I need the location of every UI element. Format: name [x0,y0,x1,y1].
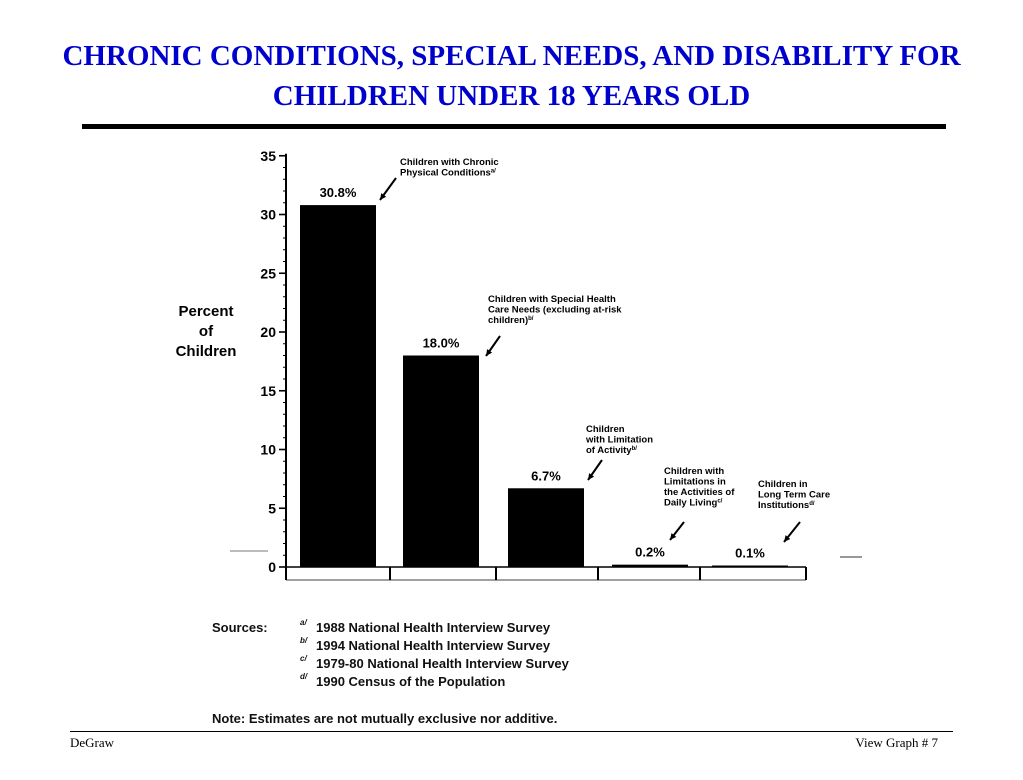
category-annotation: Children in Long Term Care Institutionsd/ [758,479,830,511]
y-tick-label: 10 [260,442,276,458]
annotation-arrowhead [486,349,493,356]
source-text: 1988 National Health Interview Survey [316,620,551,635]
data-label: 18.0% [423,336,460,351]
y-tick-label: 30 [260,207,276,223]
bar [612,564,688,567]
footer-rule [70,731,953,732]
source-mark: a/ [300,618,307,627]
title-rule [82,124,946,129]
y-tick-label: 15 [260,383,276,399]
annotation-arrowhead [380,193,387,200]
data-label: 0.1% [735,546,765,561]
y-tick-label: 25 [260,265,276,281]
category-annotation: Children with Chronic Physical Conditions… [400,157,499,179]
category-annotation: Children with Special Health Care Needs (… [488,294,622,326]
source-text: 1979-80 National Health Interview Survey [316,656,569,671]
y-tick-label: 0 [268,559,276,575]
y-tick-label: 35 [260,148,276,164]
annotation-arrowhead [784,535,791,542]
annotation-arrowhead [670,533,677,540]
footer-author: DeGraw [70,735,115,750]
y-tick-label: 20 [260,324,276,340]
footer-page-number: View Graph # 7 [855,735,938,750]
source-mark: c/ [300,654,307,663]
note-text: Note: Estimates are not mutually exclusi… [212,711,558,726]
source-text: 1994 National Health Interview Survey [316,638,551,653]
data-label: 6.7% [531,468,561,483]
category-annotation: Children with Limitation of Activityb/ [585,424,653,456]
source-text: 1990 Census of the Population [316,674,506,689]
source-mark: b/ [300,636,308,645]
source-mark: d/ [300,672,308,681]
category-annotation: Children with Limitations in the Activitie… [664,466,735,509]
annotation-arrowhead [588,473,595,480]
y-tick-label: 5 [268,500,276,516]
y-axis-label: Percent of Children [176,303,237,360]
bar [508,488,584,567]
bar [712,565,788,567]
slide-title: CHRONIC CONDITIONS, SPECIAL NEEDS, AND D… [62,40,961,112]
data-label: 0.2% [635,545,665,560]
data-label: 30.8% [320,185,357,200]
bar [300,205,376,567]
bar [403,355,479,567]
bar-chart: 0 5 10 15 20 25 30 35 Percent of Children 30.8% 18.0… [176,148,862,581]
sources-label: Sources: [212,620,268,635]
